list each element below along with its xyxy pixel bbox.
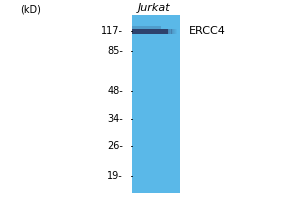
Text: 85-: 85- (107, 46, 123, 56)
Text: Jurkat: Jurkat (138, 3, 171, 13)
Text: (kD): (kD) (20, 5, 41, 15)
Bar (132, 15, 180, 193)
Bar (176, 29, 178, 34)
Bar (169, 29, 170, 34)
Text: 117-: 117- (101, 26, 123, 36)
Bar (174, 29, 175, 34)
Text: 34-: 34- (107, 114, 123, 124)
Bar (173, 29, 174, 34)
Bar (132, 29, 168, 34)
Text: 48-: 48- (107, 86, 123, 96)
Bar (170, 29, 172, 34)
Text: 19-: 19- (107, 171, 123, 181)
Bar (175, 29, 176, 34)
Text: 26-: 26- (107, 141, 123, 151)
Bar (172, 29, 173, 34)
Text: ERCC4: ERCC4 (189, 26, 226, 36)
Bar (168, 29, 169, 34)
Bar (132, 26, 161, 29)
